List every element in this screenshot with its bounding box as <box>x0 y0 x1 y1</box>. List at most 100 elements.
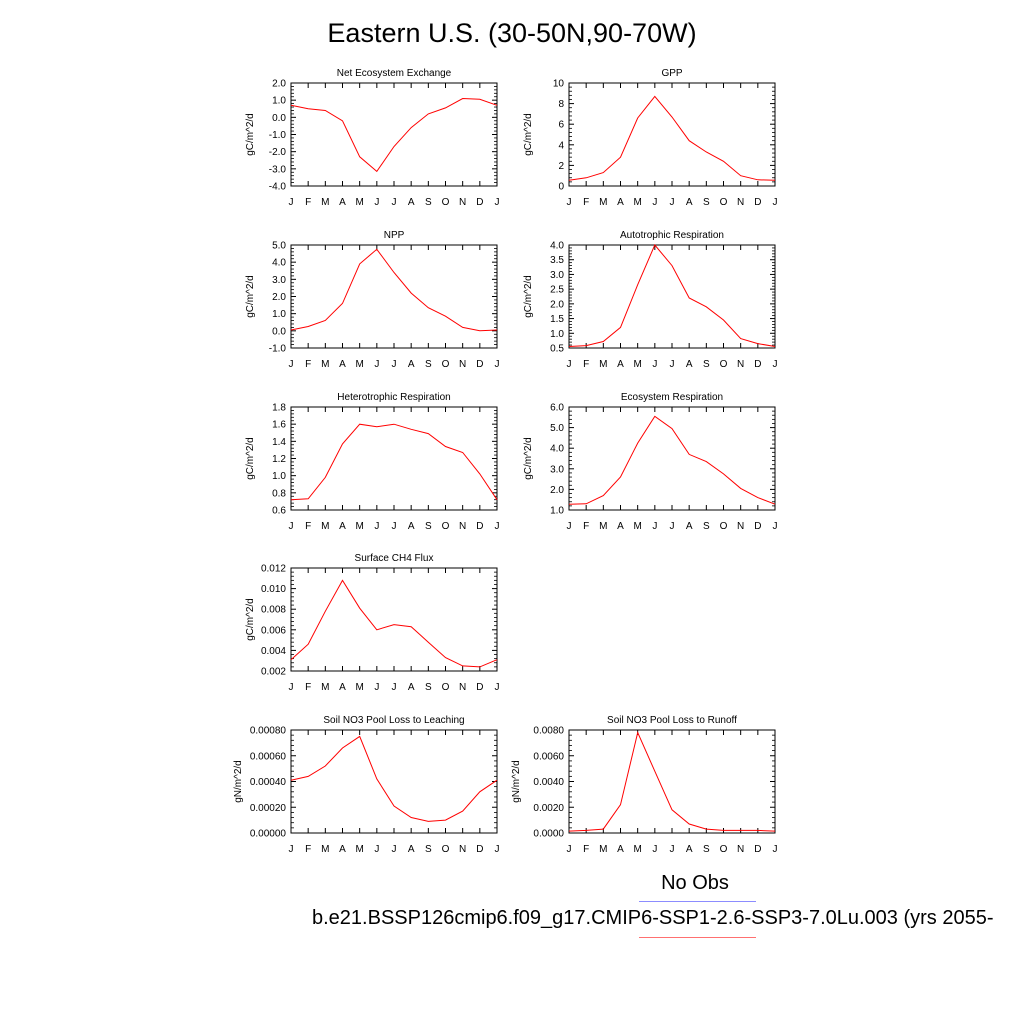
x-tick-label: D <box>754 359 761 370</box>
x-tick-label: O <box>720 521 728 532</box>
y-tick-label: 0.002 <box>261 667 286 678</box>
x-tick-label: J <box>670 197 675 208</box>
x-tick-label: A <box>339 359 346 370</box>
series-line <box>568 731 776 832</box>
x-tick-label: J <box>374 197 379 208</box>
y-tick-label: 2 <box>558 161 564 172</box>
y-tick-label: 5.0 <box>272 241 286 252</box>
x-tick-label: S <box>703 521 710 532</box>
y-tick-label: 2.5 <box>550 285 564 296</box>
series-line <box>290 735 498 822</box>
x-tick-label: S <box>425 359 432 370</box>
x-tick-label: D <box>476 197 483 208</box>
x-tick-label: S <box>703 197 710 208</box>
x-tick-label: N <box>737 197 744 208</box>
y-tick-label: 4 <box>558 140 564 151</box>
x-tick-label: J <box>289 844 294 855</box>
plot-frame <box>290 567 498 672</box>
y-tick-label: 2.0 <box>550 485 564 496</box>
x-tick-label: S <box>425 682 432 693</box>
x-tick-label: F <box>305 682 311 693</box>
legend-model-label: b.e21.BSSP126cmip6.f09_g17.CMIP6-SSP1-2.… <box>312 907 994 929</box>
x-tick-label: J <box>567 521 572 532</box>
figure-title: Eastern U.S. (30-50N,90-70W) <box>327 18 697 48</box>
y-tick-label: 2.0 <box>550 299 564 310</box>
panel-7: J F M A M J J A S O N D J0.0120.0100.0080.0060.0040.… <box>245 553 500 693</box>
y-tick-label: 0 <box>558 182 564 193</box>
x-tick-label: O <box>442 682 450 693</box>
x-tick-label: F <box>305 521 311 532</box>
x-tick-label: J <box>392 682 397 693</box>
x-tick-label: J <box>773 359 778 370</box>
panel-title: Ecosystem Respiration <box>621 392 723 403</box>
x-tick-label: N <box>459 197 466 208</box>
x-tick-label: N <box>737 844 744 855</box>
y-tick-label: 0.0 <box>272 326 286 337</box>
panel-9: J F M A M J J A S O N D J0.00800.00600.00400.00200.0… <box>511 715 778 855</box>
y-axis-label: gC/m^2/d <box>523 437 534 480</box>
x-tick-label: A <box>686 521 693 532</box>
x-tick-label: M <box>355 197 363 208</box>
x-tick-label: J <box>392 359 397 370</box>
series-line <box>568 95 776 181</box>
x-tick-label: A <box>617 844 624 855</box>
x-tick-label: A <box>339 197 346 208</box>
y-tick-label: 1.0 <box>272 309 286 320</box>
y-tick-label: 3.0 <box>550 464 564 475</box>
x-tick-label: J <box>495 359 500 370</box>
y-tick-label: 0.0020 <box>533 803 564 814</box>
y-tick-label: 1.0 <box>272 96 286 107</box>
x-tick-label: S <box>425 197 432 208</box>
x-tick-label: D <box>476 359 483 370</box>
x-tick-label: N <box>737 521 744 532</box>
x-tick-label: O <box>720 844 728 855</box>
x-tick-label: M <box>321 844 329 855</box>
x-tick-label: M <box>633 521 641 532</box>
series-line <box>290 423 498 501</box>
legend-obs-line <box>639 901 756 902</box>
plot-frame <box>568 406 776 511</box>
x-tick-label: J <box>289 197 294 208</box>
y-tick-label: 0.8 <box>272 488 286 499</box>
y-tick-label: 1.8 <box>272 403 286 414</box>
x-tick-label: F <box>583 844 589 855</box>
y-tick-label: 6.0 <box>550 403 564 414</box>
legend-model-line <box>639 937 756 938</box>
panel-4: J F M A M J J A S O N D J4.03.53.02.52.01.51.00.5Aut… <box>523 230 778 370</box>
panel-3: J F M A M J J A S O N D J5.04.03.02.01.00.0-1.0NPPgC… <box>245 230 500 370</box>
y-tick-label: -4.0 <box>269 182 287 193</box>
x-tick-label: J <box>289 359 294 370</box>
y-axis-label: gC/m^2/d <box>245 437 256 480</box>
x-tick-label: A <box>339 521 346 532</box>
x-tick-label: J <box>392 521 397 532</box>
x-tick-label: A <box>408 359 415 370</box>
x-tick-label: J <box>567 844 572 855</box>
x-tick-label: S <box>703 359 710 370</box>
y-tick-label: 0.00020 <box>250 803 287 814</box>
y-tick-label: 4.0 <box>550 241 564 252</box>
panel-title: Heterotrophic Respiration <box>337 392 450 403</box>
panel-title: GPP <box>661 68 682 79</box>
x-tick-label: S <box>703 844 710 855</box>
series-line <box>568 415 776 505</box>
x-tick-label: J <box>652 359 657 370</box>
x-tick-label: A <box>686 197 693 208</box>
y-tick-label: 1.0 <box>550 329 564 340</box>
x-tick-label: M <box>321 359 329 370</box>
series-line <box>568 244 776 347</box>
x-tick-label: D <box>476 521 483 532</box>
y-tick-label: 2.0 <box>272 292 286 303</box>
x-tick-label: F <box>583 197 589 208</box>
x-tick-label: A <box>686 359 693 370</box>
y-tick-label: 0.00000 <box>250 829 287 840</box>
series-line <box>290 579 498 668</box>
y-tick-label: 4.0 <box>550 444 564 455</box>
x-tick-label: D <box>754 844 761 855</box>
x-tick-label: J <box>495 682 500 693</box>
x-tick-label: J <box>495 844 500 855</box>
y-tick-label: 0.012 <box>261 564 286 575</box>
x-tick-label: M <box>355 844 363 855</box>
x-tick-label: J <box>773 521 778 532</box>
plot-frame <box>290 406 498 511</box>
